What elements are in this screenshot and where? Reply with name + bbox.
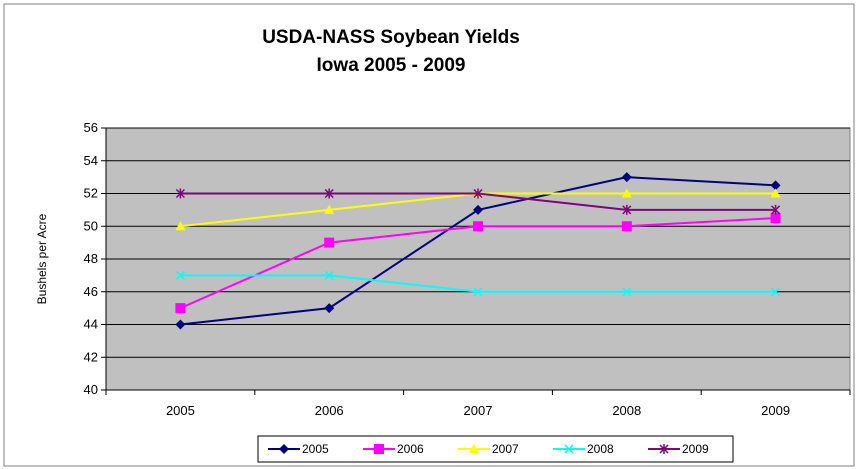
- marker: [622, 287, 632, 297]
- marker: [621, 221, 632, 232]
- marker: [621, 188, 632, 198]
- y-tick-label: 46: [84, 284, 98, 299]
- y-tick-label: 56: [84, 120, 98, 135]
- marker: [324, 270, 334, 280]
- marker: [324, 204, 335, 214]
- marker: [324, 303, 335, 314]
- marker: [473, 221, 483, 232]
- x-tick-label: 2006: [315, 403, 344, 418]
- marker: [473, 204, 483, 215]
- y-axis-label: Bushels per Acre: [35, 213, 49, 304]
- legend-marker: [374, 444, 384, 454]
- marker: [175, 303, 186, 314]
- marker: [324, 237, 335, 248]
- marker: [771, 287, 781, 297]
- marker: [770, 188, 781, 198]
- chart-title: USDA-NASS Soybean Yields: [262, 27, 520, 48]
- y-tick-label: 48: [84, 251, 98, 266]
- chart-subtitle: Iowa 2005 - 2009: [317, 55, 466, 76]
- series: [175, 270, 781, 297]
- marker: [175, 221, 186, 231]
- legend-marker: [659, 444, 669, 454]
- legend-label: 2008: [587, 442, 614, 456]
- legend-marker: [279, 444, 289, 454]
- marker: [771, 204, 781, 215]
- legend-marker: [564, 444, 574, 454]
- marker: [621, 172, 632, 183]
- legend-label: 2007: [492, 442, 519, 456]
- y-tick-label: 42: [84, 349, 98, 364]
- marker: [473, 287, 483, 297]
- marker: [175, 270, 185, 280]
- y-tick-label: 54: [84, 153, 98, 168]
- x-tick-label: 2009: [761, 403, 790, 418]
- marker: [770, 213, 781, 224]
- series: [175, 188, 781, 215]
- y-tick-label: 50: [84, 218, 98, 233]
- marker: [175, 319, 186, 330]
- legend-label: 2005: [302, 442, 329, 456]
- legend-label: 2006: [397, 442, 424, 456]
- y-tick-label: 52: [84, 186, 98, 201]
- y-tick-label: 44: [84, 317, 98, 332]
- marker: [175, 188, 185, 199]
- x-tick-label: 2005: [166, 403, 195, 418]
- legend-marker: [469, 444, 479, 453]
- marker: [622, 204, 632, 215]
- marker: [473, 188, 483, 199]
- y-tick-label: 40: [84, 382, 98, 397]
- legend-label: 2009: [682, 442, 709, 456]
- x-tick-label: 2008: [612, 403, 641, 418]
- series: [175, 213, 781, 314]
- x-tick-label: 2007: [464, 403, 493, 418]
- marker: [324, 188, 334, 199]
- series: [175, 172, 781, 330]
- marker: [770, 180, 781, 191]
